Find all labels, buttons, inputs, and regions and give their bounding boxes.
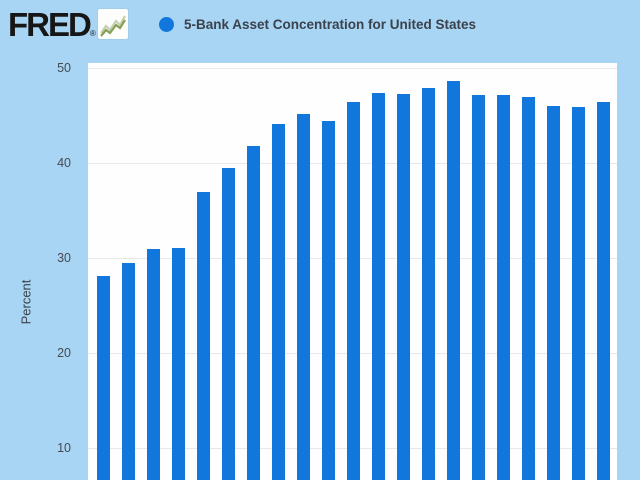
y-tick-label-30: 30 [57,251,71,265]
chart-legend-item[interactable]: 5-Bank Asset Concentration for United St… [159,17,476,32]
bar-17[interactable] [497,95,510,480]
bar-10[interactable] [322,121,335,480]
bar-9[interactable] [297,114,310,480]
legend-series-label: 5-Bank Asset Concentration for United St… [184,17,477,32]
bar-21[interactable] [597,102,610,480]
bar-2[interactable] [122,263,135,480]
bar-12[interactable] [372,93,385,480]
bar-16[interactable] [472,95,485,480]
y-tick-label-40: 40 [57,156,71,170]
bar-15[interactable] [447,81,460,480]
bar-13[interactable] [397,94,410,480]
legend-marker-icon [159,17,174,32]
fred-logo-text: FRED [8,6,92,43]
bar-4[interactable] [172,248,185,480]
bar-18[interactable] [522,97,535,480]
bar-5[interactable] [197,192,210,480]
bar-11[interactable] [347,102,360,480]
bar-20[interactable] [572,107,585,480]
y-axis-title: Percent [18,279,34,325]
bar-14[interactable] [422,88,435,480]
bar-7[interactable] [247,146,260,480]
bar-6[interactable] [222,168,235,480]
y-tick-label-20: 20 [57,346,71,360]
gridline-50 [88,68,617,69]
bar-8[interactable] [272,124,285,480]
fred-logo[interactable]: FRED ® [8,8,128,41]
bar-1[interactable] [97,276,110,480]
plot-area [88,63,617,480]
bar-3[interactable] [147,249,160,480]
fred-sparkline-icon [97,9,128,39]
y-tick-label-10: 10 [57,441,71,455]
registered-trademark: ® [89,29,96,38]
bar-19[interactable] [547,106,560,480]
y-tick-label-50: 50 [57,61,71,75]
